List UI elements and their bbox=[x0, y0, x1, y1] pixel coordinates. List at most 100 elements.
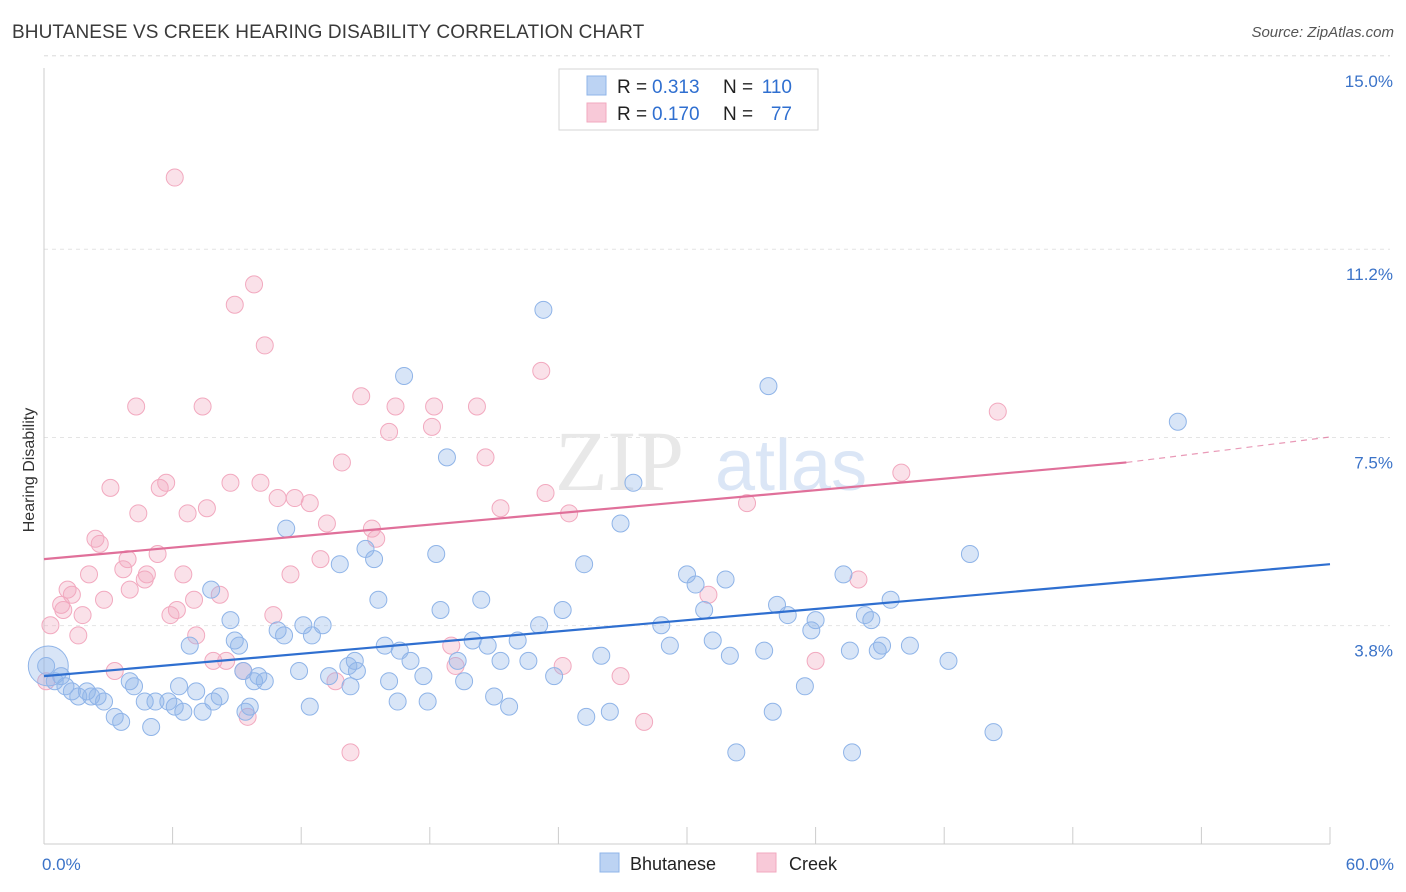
creek-point bbox=[167, 600, 186, 619]
trend-lines bbox=[43, 436, 1331, 678]
creek-trend-line bbox=[43, 461, 1127, 561]
axes bbox=[43, 68, 1330, 845]
creek-point bbox=[80, 565, 99, 584]
bhutanese-point bbox=[427, 545, 446, 564]
creek-point bbox=[635, 712, 654, 731]
creek-point bbox=[317, 514, 336, 533]
creek-point bbox=[157, 473, 176, 492]
bhutanese-point bbox=[320, 667, 339, 686]
creek-point bbox=[380, 422, 399, 441]
bhutanese-point bbox=[95, 692, 114, 711]
y-tick-label: 7.5% bbox=[1354, 453, 1393, 472]
creek-point bbox=[341, 743, 360, 762]
creek-point bbox=[268, 489, 287, 508]
bhutanese-point bbox=[873, 636, 892, 655]
creek-point bbox=[264, 606, 283, 625]
creek-point bbox=[386, 397, 405, 416]
legend-n-label-bhutanese: N = bbox=[723, 77, 753, 98]
bhutanese-point bbox=[795, 677, 814, 696]
creek-point bbox=[95, 590, 114, 609]
bhutanese-point bbox=[720, 646, 739, 665]
bhutanese-point bbox=[330, 555, 349, 574]
bhutanese-point bbox=[341, 677, 360, 696]
bhutanese-point bbox=[187, 682, 206, 701]
bhutanese-point bbox=[491, 651, 510, 670]
creek-point bbox=[90, 534, 109, 553]
creek-point bbox=[221, 473, 240, 492]
creek-point bbox=[892, 463, 911, 482]
creek-point bbox=[197, 499, 216, 518]
creek-point bbox=[467, 397, 486, 416]
bhutanese-point bbox=[862, 611, 881, 630]
creek-point bbox=[165, 168, 184, 187]
bhutanese-point bbox=[135, 692, 154, 711]
bhutanese-point-cluster bbox=[27, 645, 69, 687]
bhutanese-point bbox=[146, 692, 165, 711]
watermark-atlas: atlas bbox=[715, 426, 867, 506]
bhutanese-point bbox=[290, 662, 309, 681]
bottom-legend-label-creek: Creek bbox=[789, 854, 838, 874]
bhutanese-point bbox=[395, 366, 414, 385]
bhutanese-point bbox=[463, 631, 482, 650]
legend-r-value-bhutanese: 0.313 bbox=[652, 77, 700, 98]
bhutanese-point bbox=[960, 545, 979, 564]
bhutanese-point bbox=[202, 580, 221, 599]
bhutanese-point bbox=[660, 636, 679, 655]
bhutanese-point bbox=[652, 616, 671, 635]
bhutanese-point bbox=[763, 702, 782, 721]
creek-point bbox=[352, 387, 371, 406]
bhutanese-point bbox=[611, 514, 630, 533]
bhutanese-point bbox=[545, 667, 564, 686]
creek-point bbox=[137, 565, 156, 584]
bhutanese-point bbox=[802, 621, 821, 640]
bottom-legend-swatch-creek bbox=[756, 852, 777, 873]
bhutanese-point bbox=[418, 692, 437, 711]
bhutanese-point bbox=[624, 473, 643, 492]
legend-r-label-creek: R = bbox=[617, 104, 647, 125]
bhutanese-point bbox=[165, 697, 184, 716]
x-ticks bbox=[43, 827, 1331, 844]
bhutanese-point bbox=[142, 717, 161, 736]
bhutanese-point bbox=[125, 677, 144, 696]
bhutanese-point bbox=[755, 641, 774, 660]
bhutanese-point bbox=[210, 687, 229, 706]
bhutanese-point bbox=[240, 697, 259, 716]
bhutanese-point bbox=[174, 702, 193, 721]
chart-title: BHUTANESE VS CREEK HEARING DISABILITY CO… bbox=[12, 22, 645, 43]
creek-point bbox=[178, 504, 197, 523]
creek-point bbox=[988, 402, 1007, 421]
bhutanese-point bbox=[275, 626, 294, 645]
bhutanese-point bbox=[686, 575, 705, 594]
bhutanese-point bbox=[277, 519, 296, 538]
y-tick-label: 3.8% bbox=[1354, 642, 1393, 661]
creek-point bbox=[210, 585, 229, 604]
bhutanese-point bbox=[519, 651, 538, 670]
watermark-zip: ZIP bbox=[555, 413, 684, 509]
creek-point bbox=[73, 606, 92, 625]
creek-point bbox=[476, 448, 495, 467]
legend-n-label-creek: N = bbox=[723, 104, 753, 125]
bhutanese-point bbox=[380, 672, 399, 691]
creek-point bbox=[255, 336, 274, 355]
bhutanese-point bbox=[695, 600, 714, 619]
bhutanese-point bbox=[984, 723, 1003, 742]
creek-point bbox=[187, 626, 206, 645]
bhutanese-point bbox=[530, 616, 549, 635]
creek-point bbox=[699, 585, 718, 604]
legend-swatch-creek bbox=[586, 102, 607, 123]
bhutanese-points bbox=[27, 300, 1187, 762]
source-label: Source: ZipAtlas.com bbox=[1251, 24, 1394, 41]
creek-point bbox=[193, 397, 212, 416]
legend-n-value-bhutanese: 110 bbox=[762, 77, 792, 98]
bhutanese-point bbox=[300, 697, 319, 716]
creek-point bbox=[185, 590, 204, 609]
y-tick-label: 11.2% bbox=[1346, 265, 1393, 284]
bhutanese-point bbox=[221, 611, 240, 630]
creek-point bbox=[62, 585, 81, 604]
creek-point bbox=[41, 616, 60, 635]
bhutanese-point bbox=[69, 687, 88, 706]
bhutanese-point bbox=[600, 702, 619, 721]
bhutanese-point bbox=[365, 550, 384, 569]
bhutanese-point bbox=[500, 697, 519, 716]
